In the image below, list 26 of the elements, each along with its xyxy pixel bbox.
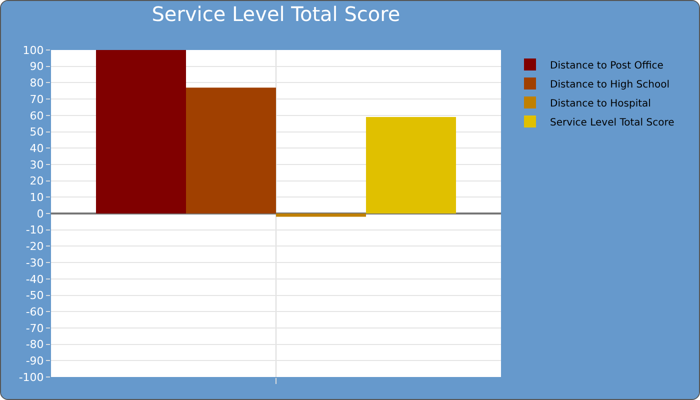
y-tick-label: 50 <box>30 126 44 139</box>
y-tick-label: -40 <box>26 272 44 286</box>
y-tick-label: -80 <box>26 338 44 352</box>
y-tick-label: -50 <box>26 289 44 302</box>
y-tick-label: -100 <box>18 370 44 384</box>
legend-label: Service Level Total Score <box>550 117 674 128</box>
y-tick-label: 10 <box>30 191 44 204</box>
y-tick-label: -30 <box>26 256 44 270</box>
y-tick-label: 90 <box>30 60 44 74</box>
y-tick-label: -60 <box>26 305 44 318</box>
y-tick-label: 80 <box>30 76 44 90</box>
y-tick-label: -70 <box>26 322 44 335</box>
y-tick-label: 60 <box>30 109 44 122</box>
legend-label: Distance to Post Office <box>550 60 664 72</box>
y-tick-label: 30 <box>30 158 44 172</box>
legend-label: Distance to Hospital <box>550 98 651 110</box>
y-tick-label: 70 <box>30 92 44 106</box>
y-tick-label: 40 <box>30 142 44 155</box>
y-tick-label: -20 <box>26 240 44 254</box>
y-tick-label: -90 <box>26 354 44 368</box>
y-tick-label: -10 <box>26 224 44 237</box>
y-tick-label: 20 <box>30 174 44 188</box>
y-tick-label: 100 <box>22 44 44 57</box>
legend-label: Distance to High School <box>550 79 670 90</box>
chart-title: Service Level Total Score <box>152 2 400 26</box>
y-tick-label: 0 <box>36 207 44 220</box>
